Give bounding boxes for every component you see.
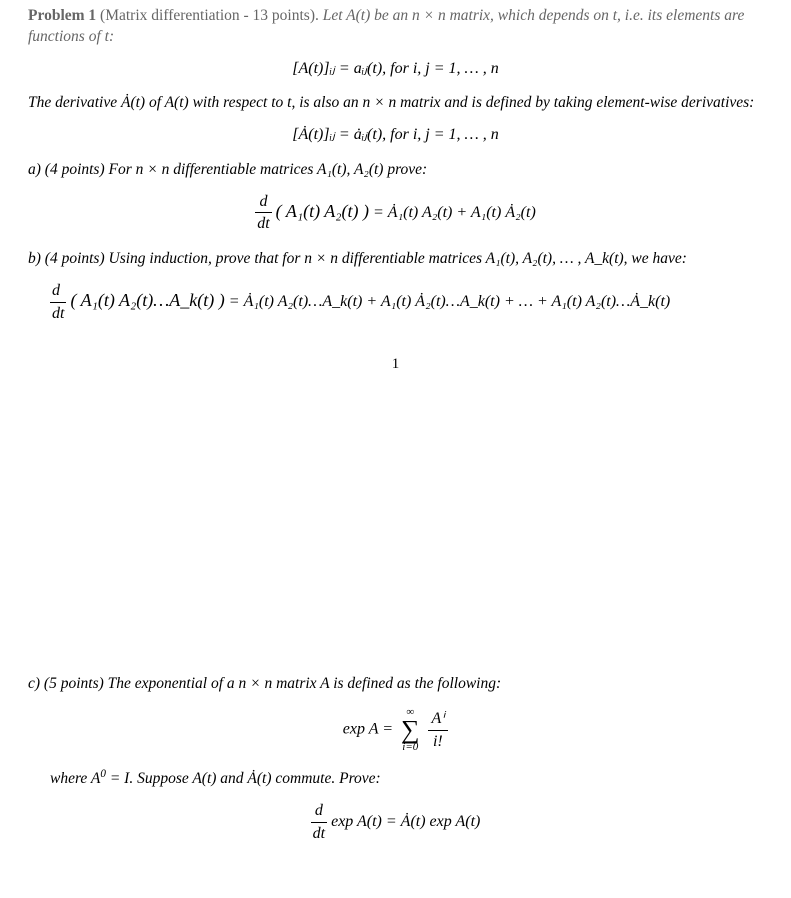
eq-a-ddt: d dt [255, 191, 271, 235]
eq-a-rhs: = Ȧ₁(t) A₂(t) + A₁(t) Ȧ₂(t) [373, 204, 536, 221]
part-a: a) (4 points) For n × n differentiable m… [28, 160, 763, 181]
equation-Adot-def: [Ȧ(t)]ᵢⱼ = ȧᵢⱼ(t), for i, j = 1, … , n [28, 124, 763, 146]
part-b: b) (4 points) Using induction, prove tha… [28, 249, 763, 270]
eq-exp-lhs: exp A = [343, 721, 397, 738]
eq-c-rhs: exp A(t) = Ȧ(t) exp A(t) [331, 813, 480, 830]
equation-b: d dt ( A₁(t) A₂(t)…A_k(t) ) = Ȧ₁(t) A₂(t… [28, 280, 763, 324]
problem-label: Problem 1 [28, 7, 96, 24]
para-c-commute: where A0 = I. Suppose A(t) and Ȧ(t) comm… [28, 769, 763, 790]
sum-bot: i=0 [401, 740, 420, 755]
equation-a: d dt ( A₁(t) A₂(t) ) = Ȧ₁(t) A₂(t) + A₁(… [28, 191, 763, 235]
page-number: 1 [28, 354, 763, 374]
problem-title-rest: (Matrix differentiation - 13 points). [96, 7, 323, 24]
eq-a-lhs: ( A₁(t) A₂(t) ) [276, 201, 369, 221]
equation-A-def: [A(t)]ᵢⱼ = aᵢⱼ(t), for i, j = 1, … , n [28, 58, 763, 80]
part-c-label: c) (5 points) [28, 675, 108, 692]
eq-c-ddt: d dt [311, 800, 327, 844]
frac-top: Aⁱ [428, 708, 449, 731]
part-b-label: b) (4 points) [28, 250, 109, 267]
para-c2-pre: where A [50, 770, 100, 787]
eq-b-ddt: d dt [50, 280, 66, 324]
equation-c: d dt exp A(t) = Ȧ(t) exp A(t) [28, 800, 763, 844]
eq-exp-frac: Aⁱ i! [428, 708, 449, 752]
frac-bot: i! [428, 731, 449, 753]
para-derivative-def: The derivative Ȧ(t) of A(t) with respect… [28, 93, 763, 114]
eq-b-rhs: = Ȧ₁(t) A₂(t)…A_k(t) + A₁(t) Ȧ₂(t)…A_k(t… [229, 293, 671, 310]
part-a-text: For n × n differentiable matrices A₁(t),… [109, 161, 428, 178]
problem-page: Problem 1 (Matrix differentiation - 13 p… [0, 6, 791, 898]
part-a-label: a) (4 points) [28, 161, 109, 178]
part-c-text: The exponential of a n × n matrix A is d… [108, 675, 501, 692]
sum-symbol: ∑ [401, 720, 420, 740]
part-c: c) (5 points) The exponential of a n × n… [28, 674, 763, 695]
eq-exp-sum: ∞ ∑ i=0 [401, 705, 420, 755]
part-b-text: Using induction, prove that for n × n di… [109, 250, 687, 267]
eq-b-lhs: ( A₁(t) A₂(t)…A_k(t) ) [70, 290, 224, 310]
page-break-gap [28, 374, 763, 664]
equation-exp-def: exp A = ∞ ∑ i=0 Aⁱ i! [28, 705, 763, 755]
para-c2-post: = I. Suppose A(t) and Ȧ(t) commute. Prov… [106, 770, 381, 787]
problem-header: Problem 1 (Matrix differentiation - 13 p… [28, 6, 763, 48]
